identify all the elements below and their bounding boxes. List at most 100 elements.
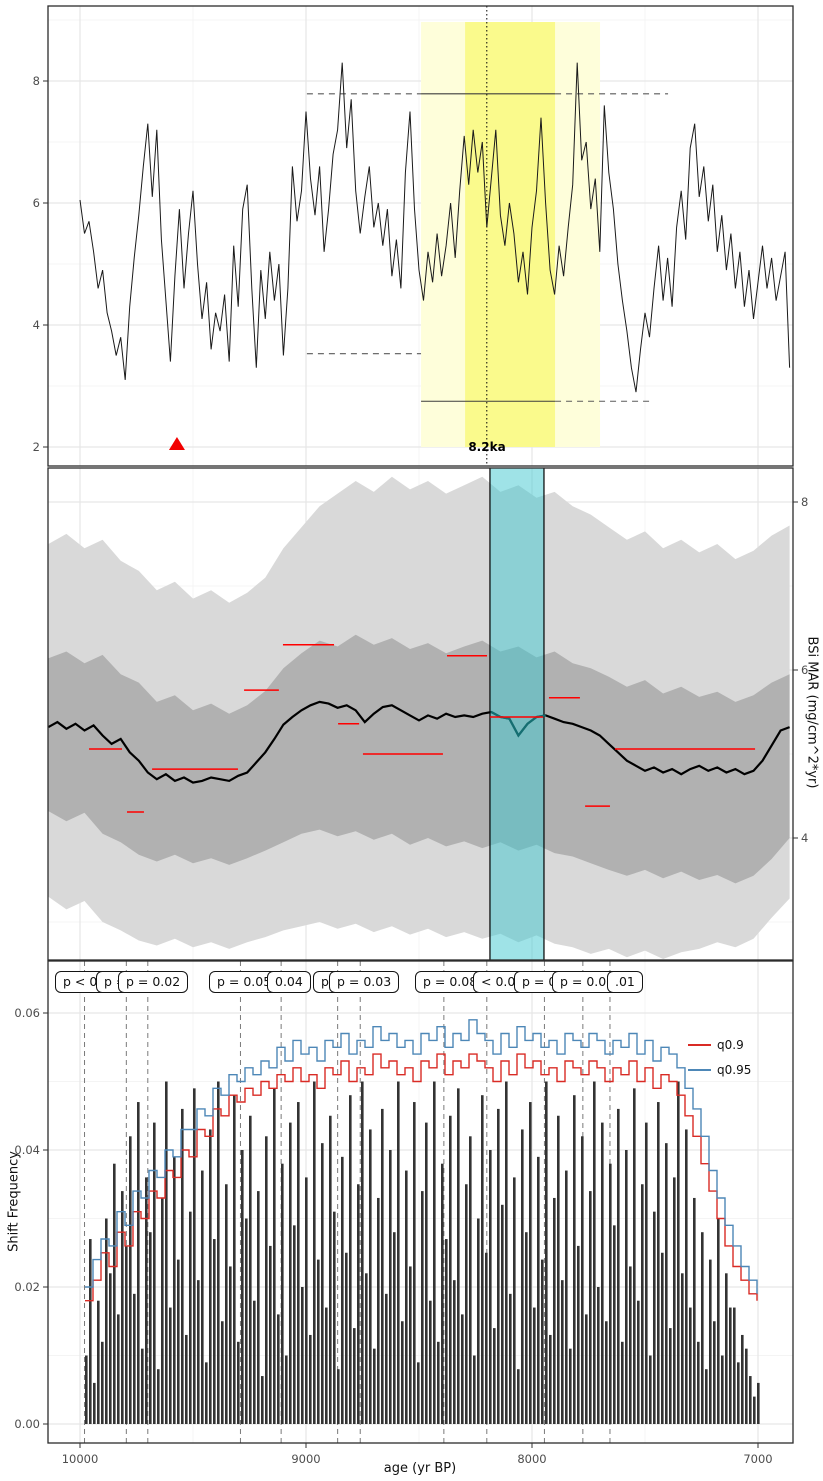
shift-frequency-bar <box>673 1177 676 1424</box>
shift-frequency-bar <box>105 1218 108 1424</box>
top-panel-border <box>47 5 794 467</box>
shift-frequency-bar <box>633 1088 636 1424</box>
shift-frequency-bar <box>333 1211 336 1424</box>
shift-frequency-bar <box>117 1314 120 1424</box>
bottom-y-tick-label: 0.00 <box>14 1417 40 1431</box>
middle-y-tick-label: 6 <box>801 663 809 677</box>
shift-frequency-bar <box>209 1129 212 1424</box>
shift-frequency-bar <box>501 1204 504 1424</box>
shift-frequency-bar <box>101 1341 104 1424</box>
shift-frequency-bar <box>649 1355 652 1424</box>
shift-frequency-bar <box>213 1239 216 1424</box>
shift-frequency-bar <box>345 1252 348 1424</box>
shift-frequency-bar <box>177 1259 180 1424</box>
shift-frequency-bar <box>241 1150 244 1424</box>
shift-frequency-bar <box>677 1081 680 1424</box>
shift-frequency-bar <box>125 1245 128 1424</box>
shift-frequency-bar <box>733 1307 736 1424</box>
shift-frequency-bar <box>329 1115 332 1424</box>
shift-frequency-bar <box>513 1177 516 1424</box>
shift-frequency-bar <box>149 1232 152 1424</box>
bottom-panel-border <box>47 960 794 1444</box>
shift-frequency-bar <box>309 1334 312 1424</box>
shift-frequency-bar <box>133 1293 136 1424</box>
shift-frequency-bar <box>361 1081 364 1424</box>
shift-frequency-bar <box>173 1156 176 1424</box>
bottom-y-tick-label: 0.02 <box>14 1280 40 1294</box>
shift-frequency-bar <box>265 1136 268 1424</box>
shift-frequency-bar <box>341 1156 344 1424</box>
shift-frequency-bar <box>405 1170 408 1424</box>
top-y-tick-label: 2 <box>32 440 40 454</box>
shift-frequency-bar <box>249 1115 252 1424</box>
p-value-label: 0.04 <box>267 971 311 993</box>
shift-frequency-bar <box>389 1150 392 1424</box>
shift-frequency-bar <box>601 1122 604 1424</box>
x-tick-label: 10000 <box>61 1452 99 1466</box>
shift-frequency-bar <box>417 1362 420 1424</box>
shift-frequency-bar <box>537 1156 540 1424</box>
shift-frequency-bar <box>421 1191 424 1424</box>
shift-frequency-bar <box>321 1143 324 1424</box>
shift-frequency-bar <box>317 1259 320 1424</box>
shift-frequency-bar <box>225 1184 228 1424</box>
shift-frequency-bar <box>645 1122 648 1424</box>
shift-frequency-bar <box>273 1088 276 1424</box>
shift-frequency-bar <box>349 1095 352 1424</box>
top-y-tick-label: 6 <box>32 196 40 210</box>
shift-frequency-bar <box>653 1211 656 1424</box>
q95-line <box>85 1019 758 1294</box>
shift-frequency-bar <box>385 1293 388 1424</box>
shift-frequency-bar <box>573 1095 576 1424</box>
shift-frequency-bar <box>593 1081 596 1424</box>
shift-frequency-bar <box>137 1102 140 1424</box>
shift-frequency-bar <box>565 1170 568 1424</box>
shift-frequency-bar <box>669 1328 672 1424</box>
x-tick-label: 9000 <box>291 1452 321 1466</box>
shift-frequency-bar <box>741 1334 744 1424</box>
shift-frequency-bar <box>89 1239 92 1424</box>
shift-frequency-bar <box>381 1108 384 1424</box>
shift-frequency-bar <box>717 1218 720 1424</box>
top-y-tick-label: 4 <box>32 318 40 332</box>
shift-frequency-bar <box>485 1252 488 1424</box>
legend-q90-swatch <box>688 1044 711 1046</box>
top-series-line <box>79 62 791 393</box>
shift-frequency-bar <box>217 1081 220 1424</box>
shift-frequency-bar <box>605 1321 608 1424</box>
shift-frequency-bar <box>705 1369 708 1424</box>
shift-frequency-bar <box>189 1211 192 1424</box>
p-value-label: p = 0.05 <box>552 971 623 993</box>
shift-frequency-bar <box>493 1328 496 1424</box>
middle-panel-border <box>47 467 794 961</box>
shift-frequency-bar <box>281 1163 284 1424</box>
event-label-8-2ka: 8.2ka <box>468 440 506 454</box>
shift-frequency-bar <box>185 1334 188 1424</box>
shift-frequency-bar <box>665 1143 668 1424</box>
shift-frequency-bar <box>529 1102 532 1424</box>
shift-frequency-bar <box>473 1355 476 1424</box>
shift-frequency-bar <box>709 1259 712 1424</box>
shift-frequency-bar <box>689 1307 692 1424</box>
shift-frequency-bar <box>625 1150 628 1424</box>
shift-frequency-bar <box>253 1300 256 1424</box>
shift-frequency-bar <box>453 1280 456 1424</box>
shift-frequency-bar <box>357 1184 360 1424</box>
top-y-tick-label: 8 <box>32 74 40 88</box>
shift-frequency-bar <box>505 1081 508 1424</box>
shift-frequency-bar <box>469 1136 472 1424</box>
shift-frequency-bar <box>109 1273 112 1424</box>
shift-frequency-bar <box>369 1129 372 1424</box>
shift-frequency-bar <box>489 1150 492 1424</box>
x-axis-title: age (yr BP) <box>383 1461 457 1476</box>
legend-q95-label: q0.95 <box>717 1063 752 1077</box>
median-line <box>47 700 790 784</box>
shift-frequency-bar <box>409 1266 412 1424</box>
shift-frequency-bar <box>413 1102 416 1424</box>
shift-frequency-bar <box>301 1287 304 1424</box>
x-tick-label: 8000 <box>517 1452 547 1466</box>
shift-frequency-bar <box>397 1081 400 1424</box>
shift-frequency-bar <box>597 1287 600 1424</box>
shift-frequency-bar <box>589 1191 592 1424</box>
